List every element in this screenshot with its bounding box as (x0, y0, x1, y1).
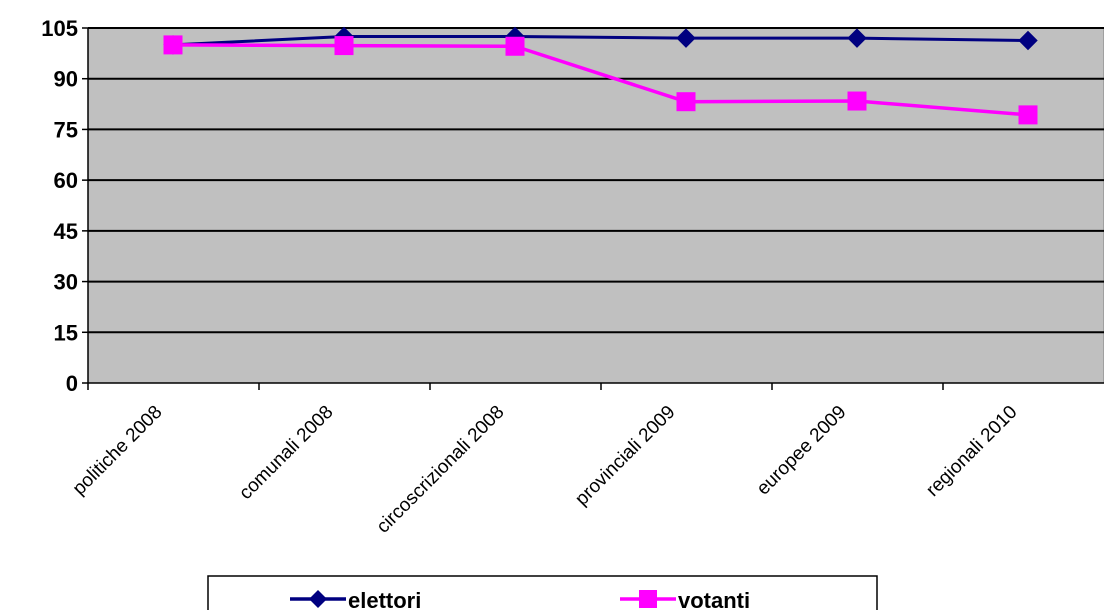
x-tick-label: circoscrizionali 2008 (373, 402, 509, 538)
y-tick-label: 105 (41, 16, 78, 41)
legend-entry-votanti: votanti (620, 588, 750, 610)
y-tick-label: 75 (54, 117, 78, 142)
x-tick-label: politiche 2008 (69, 402, 167, 500)
data-point-elettori (676, 28, 696, 48)
data-point-elettori (1018, 30, 1038, 51)
legend-label-elettori: elettori (348, 588, 421, 610)
data-point-votanti (334, 36, 354, 56)
axes (82, 27, 1104, 390)
y-tick-label: 60 (54, 168, 78, 193)
series-votanti (163, 35, 1038, 125)
series-line-elettori (172, 34, 1029, 47)
data-point-votanti (676, 92, 696, 112)
series-line-votanti (172, 43, 1029, 117)
legend-entry-elettori: elettori (290, 588, 421, 610)
legend-box (207, 575, 878, 610)
y-tick-label: 0 (66, 371, 78, 396)
x-tick-label: europee 2009 (753, 402, 851, 500)
gridlines (88, 27, 1104, 334)
series (163, 26, 1038, 125)
x-tick-label: comunali 2008 (235, 402, 337, 504)
y-tick-label: 45 (54, 219, 78, 244)
y-tick-label: 15 (54, 320, 78, 345)
legend-marker-votanti (639, 590, 657, 608)
x-tick-label: regionali 2010 (922, 402, 1021, 501)
data-point-votanti (1018, 105, 1038, 125)
legend: elettori votanti (207, 575, 878, 610)
legend-label-votanti: votanti (678, 588, 750, 610)
y-tick-label: 30 (54, 270, 78, 295)
x-tick-label: provinciali 2009 (571, 402, 679, 510)
x-axis-tick-labels: politiche 2008 comunali 2008 circoscrizion… (69, 402, 1022, 538)
plot-area (87, 27, 1104, 384)
data-point-votanti (505, 36, 525, 56)
data-point-elettori (847, 28, 867, 48)
legend-marker-elettori (309, 590, 327, 608)
y-tick-label: 90 (54, 67, 78, 92)
y-axis-tick-labels: 0 15 30 45 60 75 90 105 (41, 16, 78, 396)
data-point-votanti (163, 35, 183, 55)
data-point-votanti (847, 91, 867, 111)
